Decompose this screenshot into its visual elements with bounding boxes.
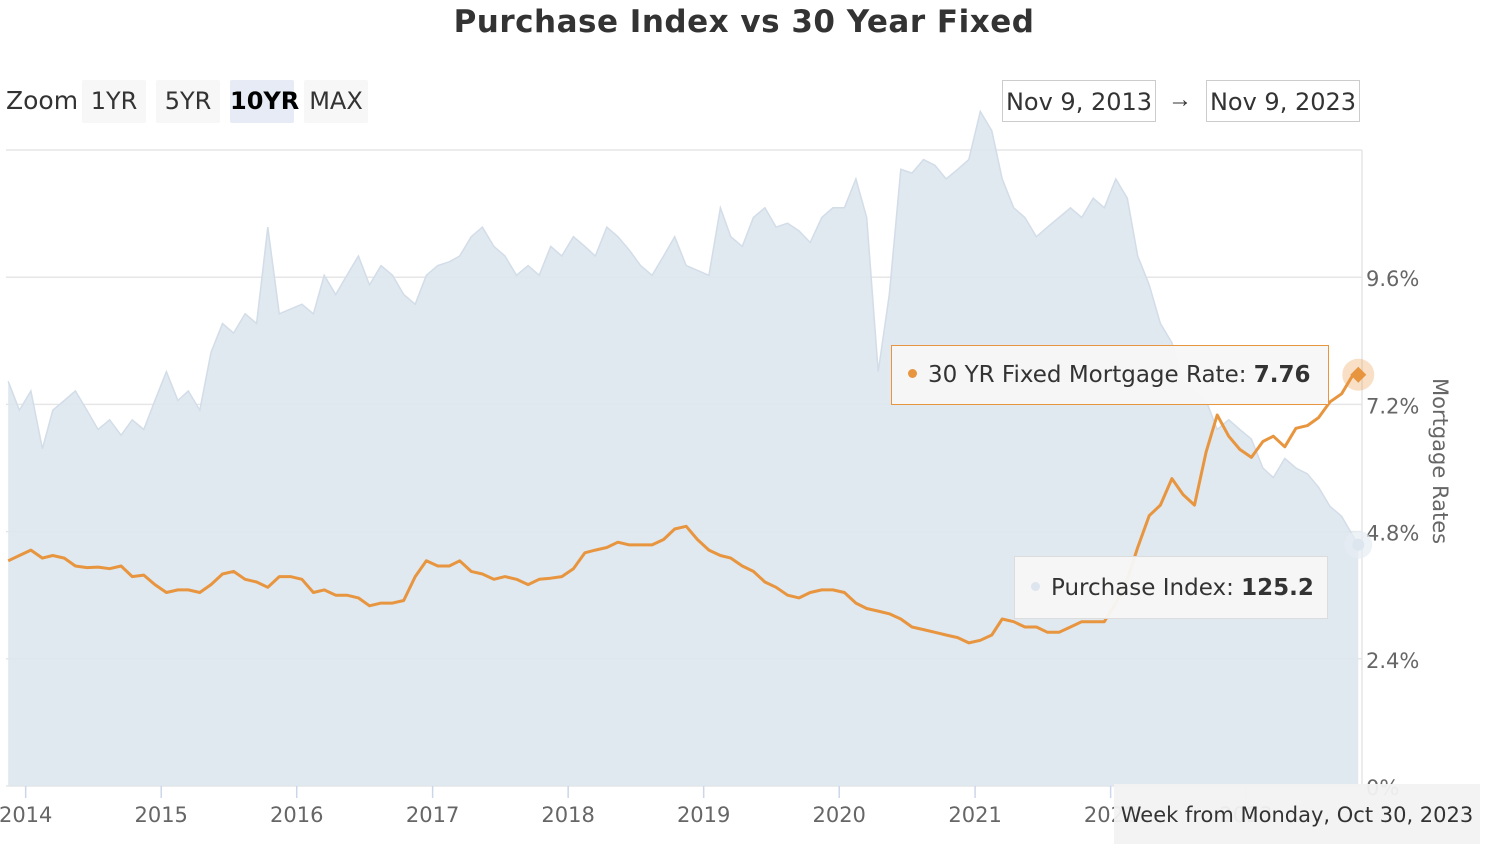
zoom-10yr-button[interactable]: 10YR xyxy=(230,80,299,123)
zoom-max-button[interactable]: MAX xyxy=(304,80,368,123)
hover-markers xyxy=(1342,358,1375,559)
crosshair-date-label: Week from Monday, Oct 30, 2023 xyxy=(1114,784,1480,844)
y-tick-label: 9.6% xyxy=(1366,267,1419,291)
x-axis-ticks: 2014201520162017201820192020202120222023 xyxy=(0,786,1273,827)
x-tick-label: 2018 xyxy=(541,803,594,827)
tooltip-purchase-value: 125.2 xyxy=(1241,575,1314,601)
tooltip-rate-value: 7.76 xyxy=(1253,362,1311,388)
x-tick-label: 2015 xyxy=(134,803,187,827)
mortgage-rate-line xyxy=(7,373,1359,645)
x-tick-label: 2014 xyxy=(0,803,52,827)
x-tick-label: 2021 xyxy=(948,803,1001,827)
y-tick-label: 7.2% xyxy=(1366,394,1419,418)
rate-marker xyxy=(1350,366,1367,383)
range-from-input[interactable]: Nov 9, 2013 xyxy=(1002,80,1156,122)
tooltip-purchase-label: Purchase Index: xyxy=(1051,575,1242,601)
purchase-index-line xyxy=(7,109,1359,546)
y-tick-label: 4.8% xyxy=(1366,522,1419,546)
zoom-1yr-button[interactable]: 1YR xyxy=(82,80,146,123)
chart-title: Purchase Index vs 30 Year Fixed xyxy=(453,4,1035,40)
y-axis-ticks: 0%2.4%4.8%7.2%9.6% xyxy=(1366,267,1419,800)
purchase-marker xyxy=(1352,538,1365,551)
tooltip-rate-label: 30 YR Fixed Mortgage Rate: xyxy=(928,362,1254,388)
series-dot-icon xyxy=(908,369,917,378)
range-arrow-icon: → xyxy=(1168,86,1192,113)
y-tick-label: 2.4% xyxy=(1366,649,1419,673)
range-to-input[interactable]: Nov 9, 2023 xyxy=(1206,80,1360,122)
purchase-index-area xyxy=(8,111,1359,786)
x-tick-label: 2017 xyxy=(406,803,459,827)
tooltip-mortgage-rate: 30 YR Fixed Mortgage Rate: 7.76 xyxy=(891,345,1329,405)
x-tick-label: 2016 xyxy=(270,803,323,827)
x-tick-label: 2020 xyxy=(812,803,865,827)
x-tick-label: 2019 xyxy=(677,803,730,827)
tooltip-purchase-index: Purchase Index: 125.2 xyxy=(1014,556,1328,619)
zoom-5yr-button[interactable]: 5YR xyxy=(156,80,220,123)
y-axis-label: Mortgage Rates xyxy=(1428,378,1452,544)
series-dot-icon xyxy=(1031,582,1040,591)
zoom-label: Zoom xyxy=(6,86,79,115)
